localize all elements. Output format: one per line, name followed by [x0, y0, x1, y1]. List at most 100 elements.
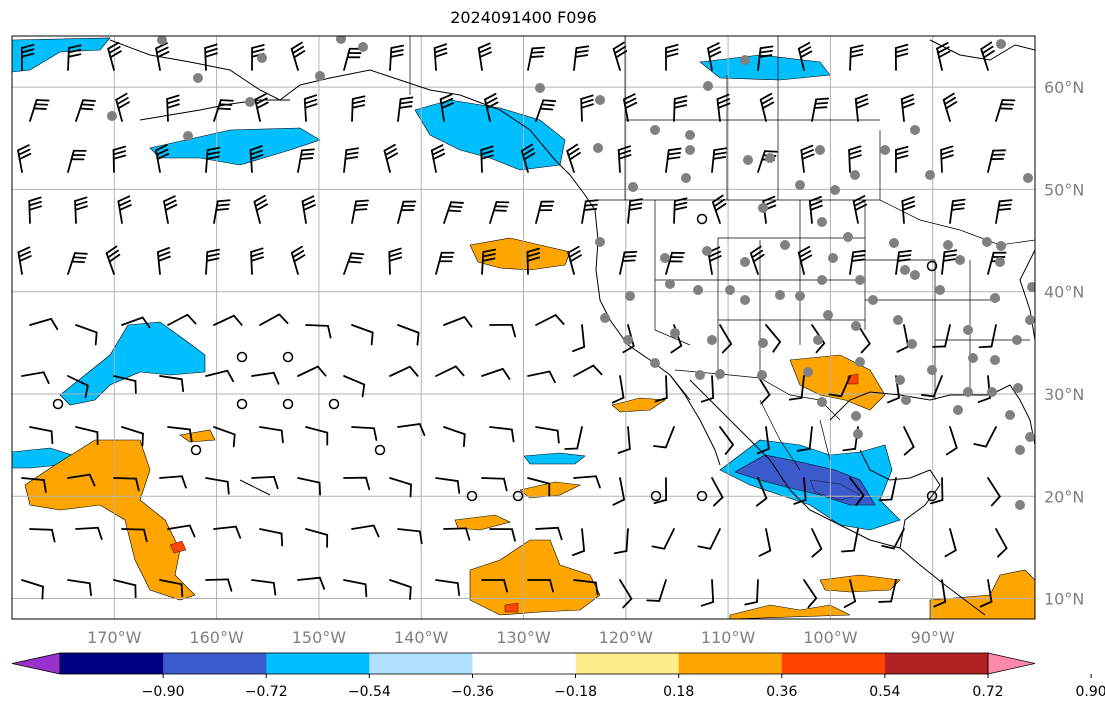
field-region-red-3	[504, 602, 519, 613]
wind-barb	[205, 578, 233, 592]
wind-barb	[900, 93, 915, 122]
station-marker	[996, 39, 1006, 49]
wind-barb	[443, 527, 471, 541]
colorbar-extend-high	[987, 652, 1036, 675]
field-positive-shading	[24, 237, 1035, 619]
wind-barb	[700, 375, 715, 403]
station-marker	[943, 240, 953, 250]
colorbar-tick-label: −0.90	[142, 684, 185, 700]
colorbar-segment	[266, 653, 370, 674]
station-marker	[685, 145, 695, 155]
wind-barb	[113, 375, 137, 394]
coastline-gulf	[829, 384, 1035, 446]
wind-barb	[389, 579, 412, 600]
station-marker	[628, 182, 638, 192]
wind-barb	[849, 44, 864, 71]
wind-barb	[896, 324, 910, 353]
calm-circle	[52, 398, 64, 410]
wind-barb	[388, 247, 402, 275]
border-states-1	[654, 200, 691, 346]
station-marker	[963, 387, 973, 397]
wind-barb	[29, 426, 54, 445]
wind-barb	[564, 426, 583, 450]
station-marker	[740, 55, 750, 65]
wind-barb	[940, 145, 954, 173]
field-region-red-1	[169, 540, 187, 554]
colorbar-tick-label: 0.72	[972, 684, 1003, 700]
colorbar-tick-label: −0.72	[245, 684, 288, 700]
wind-barb	[67, 44, 82, 71]
station-marker	[823, 310, 833, 320]
station-marker	[715, 369, 725, 379]
station-marker	[968, 353, 978, 363]
field-region-small-orange-3	[611, 397, 666, 413]
wind-barb	[987, 149, 1007, 173]
wind-barb	[443, 201, 464, 224]
map-frame	[11, 35, 1036, 620]
wind-barb	[305, 426, 329, 446]
wind-barb	[489, 528, 516, 542]
station-marker	[955, 255, 965, 265]
wind-barb	[612, 477, 626, 506]
wind-barb	[673, 197, 688, 224]
wind-barb	[481, 368, 511, 380]
wind-barb	[852, 195, 868, 224]
station-marker	[765, 153, 775, 163]
wind-barb	[117, 195, 132, 224]
station-marker	[828, 253, 838, 263]
wind-barb	[205, 369, 235, 383]
station-marker	[725, 285, 735, 295]
station-marker	[990, 355, 1000, 365]
page-title: 2024091400 F096	[450, 8, 597, 27]
wind-barb	[878, 579, 897, 603]
colorbar-labels: −0.90 −0.72 −0.54 −0.36 −0.18 0.18 0.36 0.54 0.7…	[142, 684, 1105, 700]
wind-barb	[305, 324, 332, 339]
station-marker	[740, 257, 750, 267]
wind-barb	[21, 579, 44, 600]
wind-barb	[351, 199, 369, 224]
station-marker	[927, 365, 937, 375]
station-marker	[685, 130, 695, 140]
wind-barb	[711, 477, 724, 507]
wind-barb	[343, 147, 360, 173]
wind-barb	[654, 375, 668, 403]
colorbar-segment	[781, 653, 886, 674]
station-marker	[681, 173, 691, 183]
wind-barb	[617, 426, 631, 454]
wind-barb	[204, 43, 218, 71]
lon-tick-label: 130°W	[496, 628, 551, 647]
station-marker	[1015, 500, 1025, 510]
wind-barb	[707, 42, 722, 71]
wind-barb	[881, 528, 905, 550]
lat-tick-label: 40°N	[1044, 283, 1084, 302]
station-marker	[855, 357, 865, 367]
colorbar-tick-label: −0.36	[451, 684, 494, 700]
station-marker	[910, 270, 920, 280]
station-marker	[850, 170, 860, 180]
calm-circle	[282, 351, 294, 363]
wind-barb	[305, 528, 329, 548]
wind-barb	[166, 94, 180, 122]
station-marker	[953, 405, 963, 415]
wind-barb	[719, 324, 733, 354]
wind-barb	[75, 324, 98, 346]
wind-barb	[930, 477, 944, 505]
wind-barb	[849, 249, 866, 275]
wind-barb	[617, 145, 632, 173]
station-marker	[157, 36, 167, 45]
wind-barb	[987, 477, 1001, 507]
wind-barb	[744, 579, 759, 606]
calm-circle	[236, 398, 248, 410]
wind-barb	[936, 42, 951, 71]
colorbar-frame	[59, 652, 989, 675]
wind-barb	[167, 426, 193, 443]
wind-barb	[573, 45, 590, 71]
wind-barb	[28, 196, 42, 224]
wind-barb	[758, 528, 772, 557]
field-region-alaska-blue	[12, 37, 111, 73]
colorbar-segment	[575, 653, 680, 674]
station-marker	[693, 285, 703, 295]
colorbar-segment	[884, 653, 989, 674]
wind-barb	[949, 198, 966, 224]
field-region-pacific-orange	[24, 439, 196, 601]
